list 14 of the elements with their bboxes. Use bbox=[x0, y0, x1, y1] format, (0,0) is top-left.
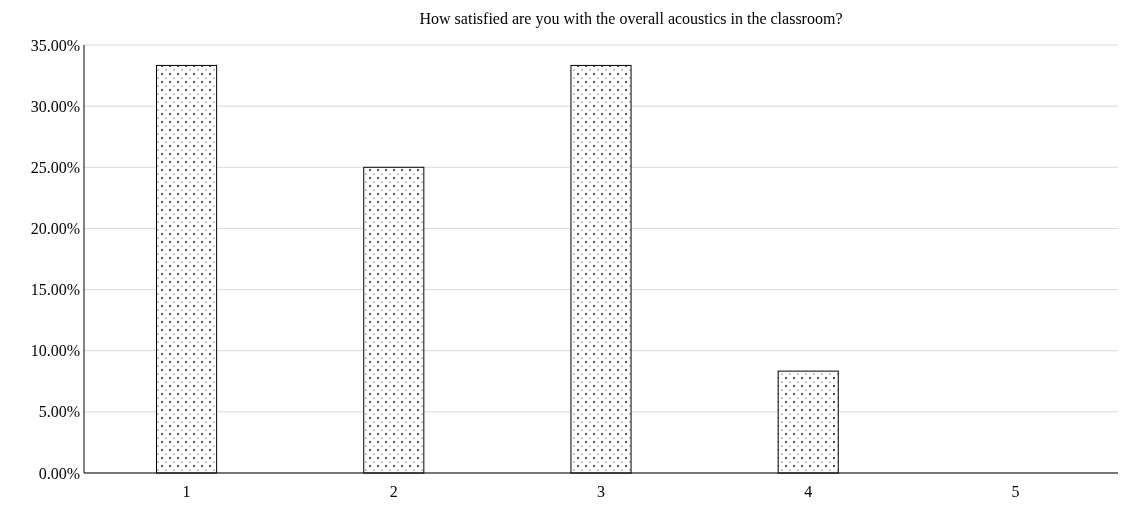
x-tick-label: 5 bbox=[1011, 483, 1020, 500]
y-tick-label: 10.00% bbox=[30, 342, 80, 360]
y-tick-label: 5.00% bbox=[38, 403, 80, 421]
x-tick-label: 3 bbox=[597, 483, 605, 500]
y-tick-label: 30.00% bbox=[30, 97, 80, 115]
x-tick-label: 2 bbox=[389, 483, 398, 500]
y-tick-label: 35.00% bbox=[30, 36, 80, 54]
x-tick-label: 1 bbox=[182, 483, 191, 500]
x-tick-label: 4 bbox=[804, 483, 813, 500]
y-tick-label: 15.00% bbox=[30, 281, 80, 299]
y-tick-label: 20.00% bbox=[30, 220, 80, 238]
y-tick-label: 25.00% bbox=[30, 158, 80, 176]
y-tick-label: 0.00% bbox=[38, 464, 80, 482]
chart-title: How satisfied are you with the overall acoustics in the classroom? bbox=[419, 10, 843, 28]
